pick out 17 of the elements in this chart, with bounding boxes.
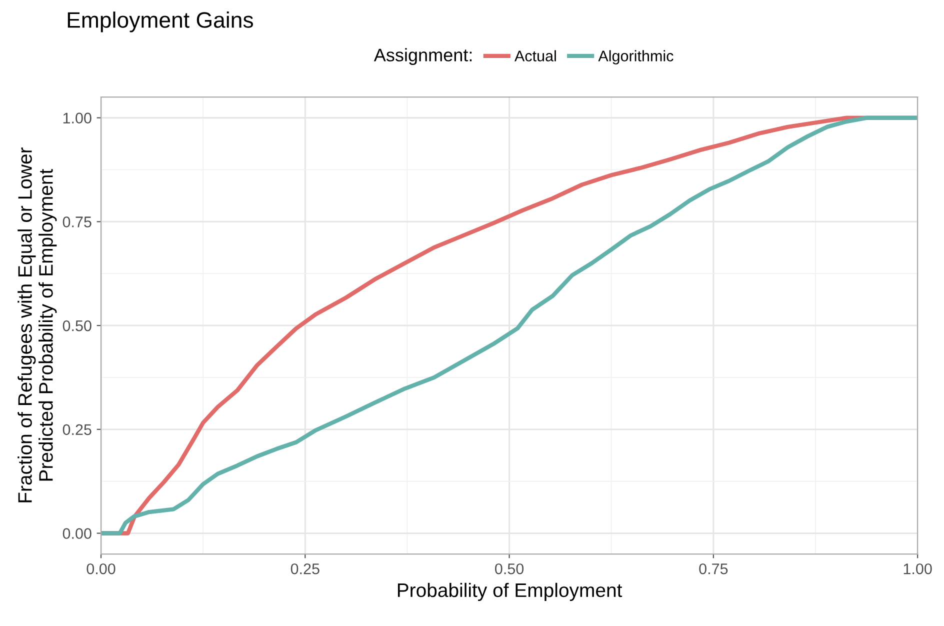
legend-title: Assignment: [374,48,472,65]
legend-label: Algorithmic [598,50,674,64]
x-axis-title: Probability of Employment [398,582,622,601]
x-tick-label: 0.00 [86,563,116,574]
y-axis-title: Fraction of Refugees with Equal or Lower Predicted Probability of Employment [18,148,57,502]
x-tick-label: 0.25 [290,563,320,574]
x-tick-label: 1.00 [904,563,932,574]
y-tick-label: 1.00 [63,112,92,124]
chart-title: Employment Gains [68,12,254,32]
x-tick-label: 0.75 [699,563,728,574]
y-tick-label: 0.00 [62,528,92,539]
line-series [101,116,918,536]
x-tick-label: 0.50 [495,563,524,574]
y-tick-label: 0.25 [62,424,92,436]
y-tick-label: 0.50 [62,320,92,332]
legend-label: Actual [514,50,556,62]
y-tick-label: 0.75 [62,216,92,228]
